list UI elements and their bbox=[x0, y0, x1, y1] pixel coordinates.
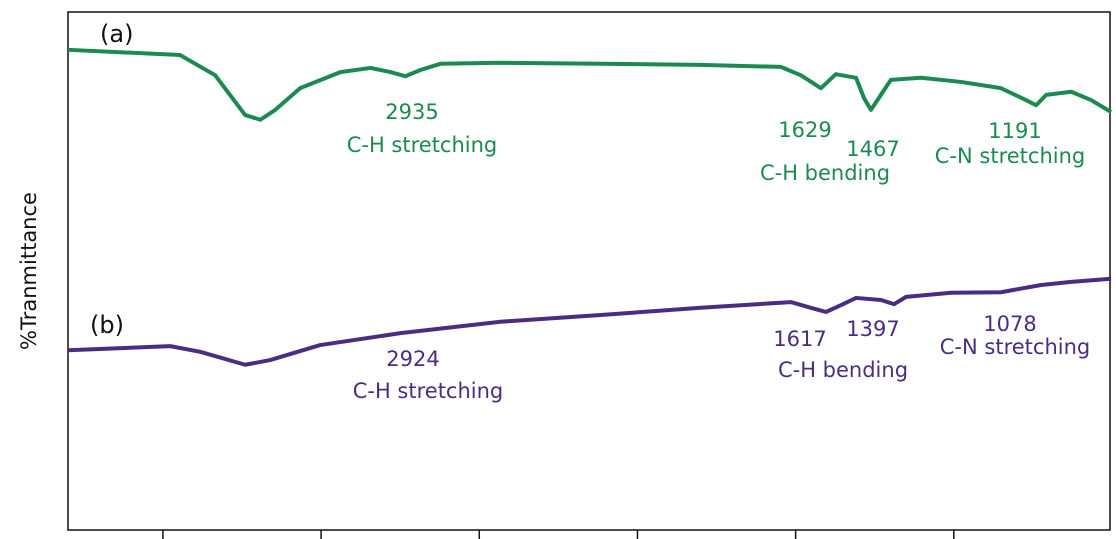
series-label: (b) bbox=[90, 311, 124, 339]
peak-annotation: 1617 bbox=[773, 327, 826, 351]
series-label: (a) bbox=[100, 20, 133, 48]
peak-annotation: 1629 bbox=[778, 118, 831, 142]
peak-annotation: C-N stretching bbox=[940, 335, 1090, 359]
spectrum-line bbox=[67, 47, 1113, 122]
y-axis-label: %Tranmittance bbox=[17, 192, 41, 350]
peak-annotation: 1078 bbox=[983, 312, 1036, 336]
peak-annotation: C-N stretching bbox=[935, 144, 1085, 168]
peak-annotation: 1191 bbox=[988, 119, 1041, 143]
peak-annotation: C-H stretching bbox=[353, 379, 504, 403]
peak-annotation: 2924 bbox=[386, 347, 439, 371]
spectrum-line bbox=[67, 276, 1112, 367]
peak-annotation: 1397 bbox=[846, 317, 899, 341]
peak-annotation: 1467 bbox=[846, 137, 899, 161]
peak-annotation: C-H stretching bbox=[347, 133, 498, 157]
peak-annotation: C-H bending bbox=[778, 358, 908, 382]
peak-annotation: 2935 bbox=[385, 100, 438, 124]
peak-annotation: C-H bending bbox=[760, 161, 890, 185]
plot-frame bbox=[67, 11, 1111, 531]
